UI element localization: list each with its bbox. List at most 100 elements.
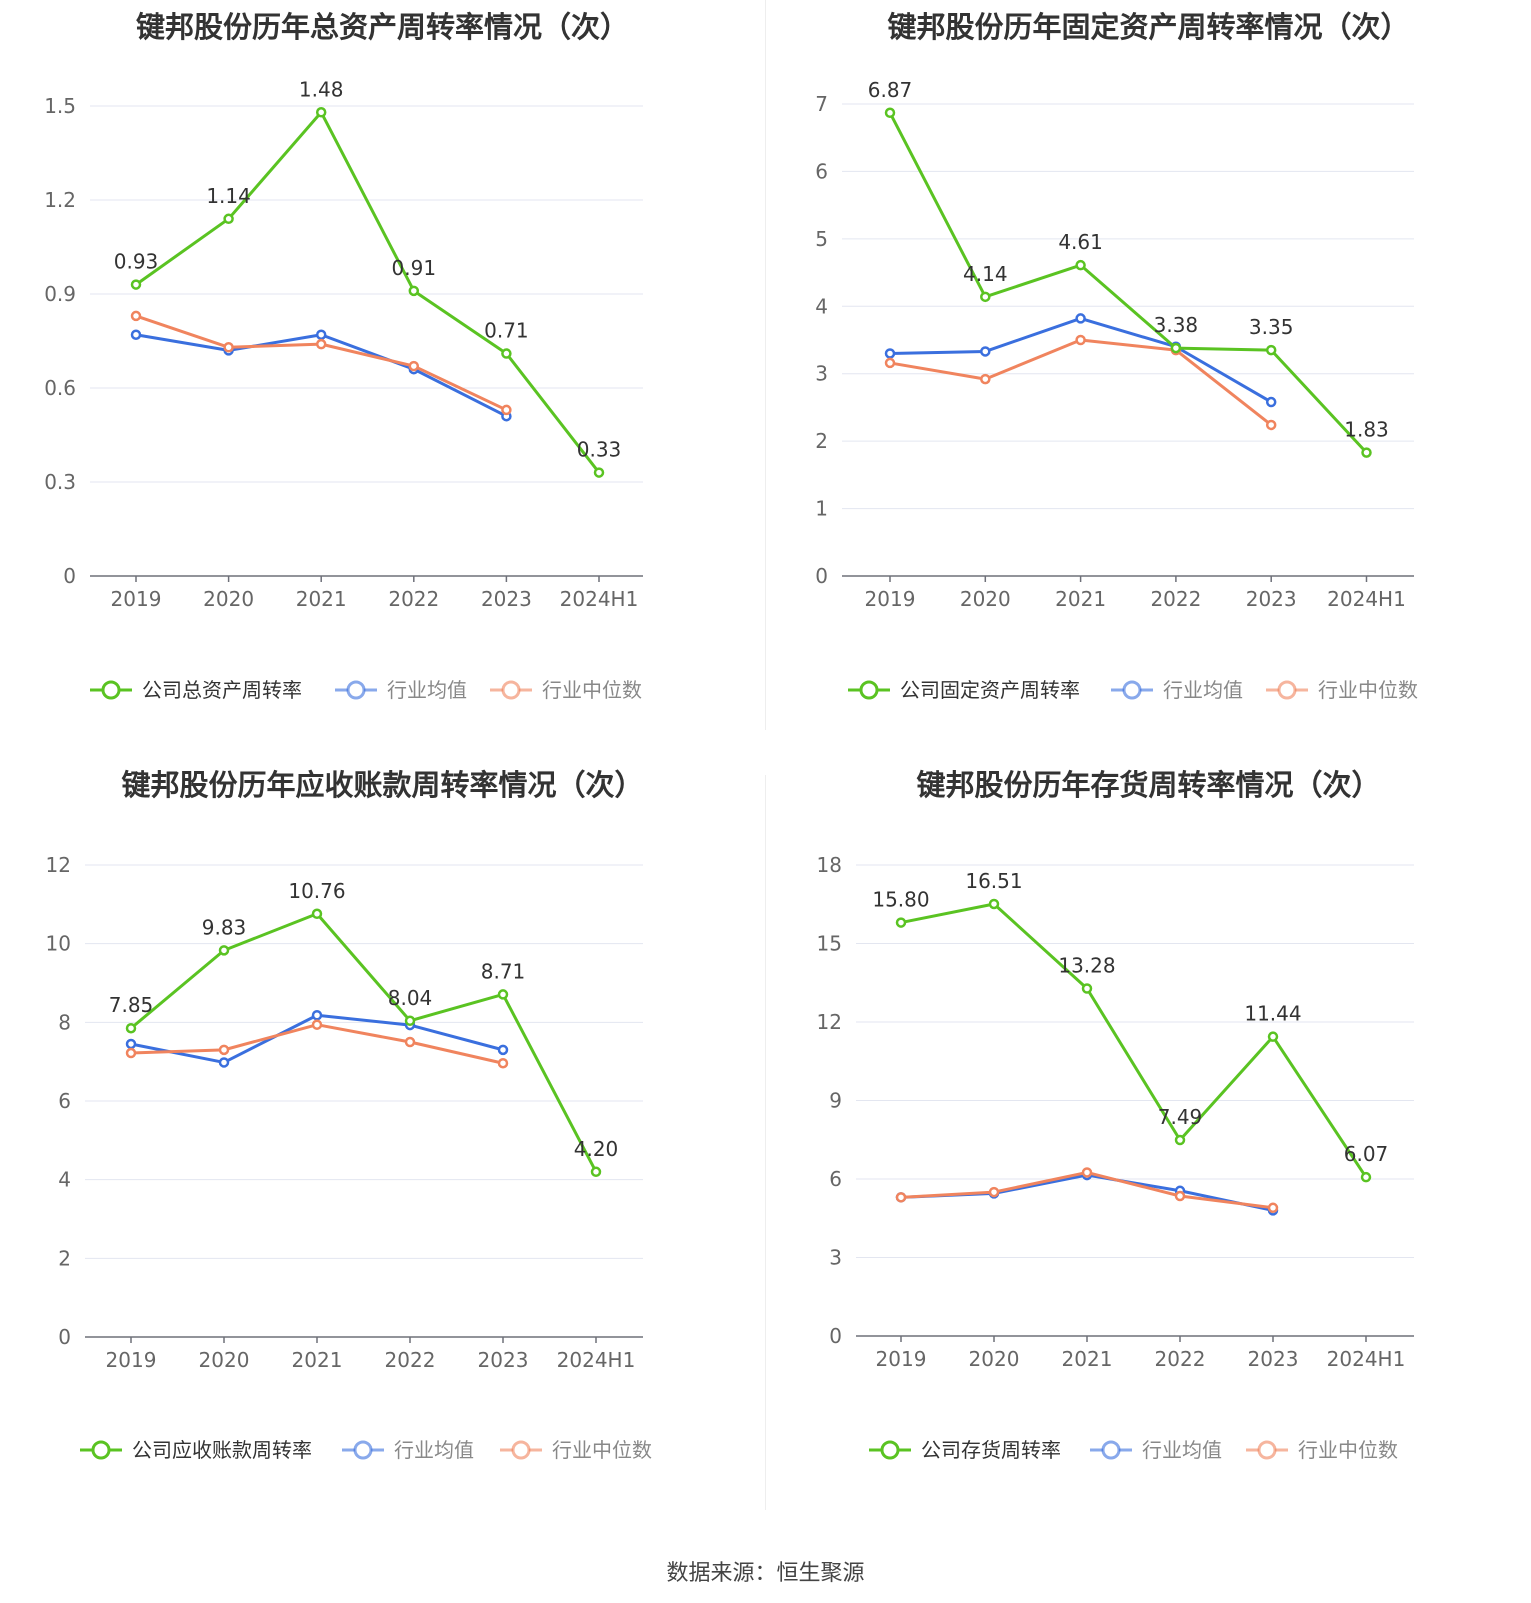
series-line (135, 110, 601, 474)
data-point (218, 945, 230, 956)
series-line (130, 1023, 504, 1065)
data-point (404, 1015, 416, 1027)
chart-panel-inventory-turnover: 键邦股份历年存货周转率情况（次） 0 3 6 9 12 15 18 2019 2020 2021 2… (766, 760, 1531, 1520)
chart-panel-receivables-turnover: 键邦股份历年应收账款周转率情况（次） 0 2 4 6 8 10 12 2019 2020 2021… (0, 760, 765, 1520)
x-tick-label: 2020 (199, 1348, 250, 1372)
x-tick-label: 2023 (478, 1348, 529, 1372)
data-label: 7.85 (109, 993, 154, 1017)
vertical-divider (765, 775, 766, 1510)
y-tick-label: 0 (829, 1324, 842, 1348)
chart-title: 键邦股份历年总资产周转率情况（次） (135, 10, 629, 44)
data-point (315, 329, 327, 340)
data-point (223, 213, 234, 225)
data-point (130, 329, 142, 340)
series-line (888, 112, 1368, 454)
x-tick-label: 2022 (1150, 587, 1201, 611)
data-label: 16.51 (965, 869, 1022, 893)
x-tick-label: 2019 (865, 587, 916, 611)
data-label: 4.61 (1058, 230, 1103, 254)
legend-label: 行业中位数 (542, 678, 642, 702)
data-point (988, 898, 1000, 910)
data-point (1081, 983, 1093, 994)
y-tick-label: 0.3 (44, 470, 76, 494)
data-point (1170, 342, 1182, 354)
data-point (408, 360, 420, 372)
data-point (1267, 1031, 1279, 1042)
data-point (223, 342, 234, 353)
data-point (501, 404, 512, 416)
y-tick-label: 1.2 (44, 188, 76, 212)
x-tick-label: 2024H1 (1327, 587, 1406, 611)
y-tick-label: 0 (63, 564, 76, 588)
data-point (315, 338, 327, 350)
legend-label: 公司总资产周转率 (142, 678, 302, 702)
legend-label: 行业均值 (387, 678, 467, 702)
x-tick-label: 2020 (203, 587, 254, 611)
line-chart: 0 0.3 0.6 0.9 1.2 1.5 2019 2020 2021 2022 2023 2024… (44, 77, 643, 702)
data-point (593, 467, 605, 478)
series-line (130, 912, 598, 1173)
data-label: 0.33 (577, 438, 622, 462)
data-point (125, 1047, 137, 1059)
data-label: 15.80 (872, 888, 929, 912)
data-point (218, 1057, 230, 1068)
data-point (1361, 447, 1372, 458)
legend-marker (346, 680, 366, 700)
x-tick-label: 2024H1 (1327, 1347, 1406, 1371)
data-point (311, 908, 323, 920)
legend-label: 行业中位数 (552, 1438, 652, 1462)
data-point (311, 1010, 323, 1021)
data-point (1360, 1171, 1372, 1183)
data-point (1265, 344, 1277, 356)
x-tick-label: 2021 (1062, 1347, 1113, 1371)
legend-marker (1257, 1440, 1277, 1460)
legend-label: 公司存货周转率 (921, 1438, 1061, 1462)
y-tick-label: 15 (817, 932, 842, 956)
y-tick-label: 12 (817, 1010, 842, 1034)
y-tick-label: 1.5 (44, 94, 76, 118)
data-point (988, 1186, 1000, 1198)
legend-marker (91, 1440, 111, 1460)
x-tick-label: 2019 (106, 1348, 157, 1372)
legend-marker (511, 1440, 531, 1460)
data-point (590, 1166, 602, 1178)
data-label: 1.14 (206, 184, 251, 208)
line-chart: 0 3 6 9 12 15 18 2019 2020 2021 2022 2023 2024H1 15.8… (817, 853, 1414, 1462)
y-tick-label: 5 (815, 227, 828, 251)
data-label: 8.71 (481, 959, 526, 983)
x-tick-label: 2024H1 (560, 587, 639, 611)
x-tick-label: 2023 (481, 587, 532, 611)
data-point (1265, 419, 1277, 431)
x-tick-label: 2022 (1155, 1347, 1206, 1371)
data-point (218, 1044, 230, 1056)
data-label: 1.48 (299, 77, 344, 101)
data-label: 11.44 (1244, 1002, 1301, 1026)
y-tick-label: 6 (58, 1089, 71, 1113)
y-tick-label: 6 (829, 1167, 842, 1191)
data-point (884, 357, 896, 369)
data-point (884, 348, 896, 359)
y-tick-label: 2 (58, 1246, 71, 1270)
y-tick-label: 0.6 (44, 376, 76, 400)
data-label: 0.93 (114, 250, 159, 274)
data-label: 3.38 (1154, 313, 1199, 337)
y-tick-label: 6 (815, 159, 828, 183)
y-tick-label: 0 (58, 1325, 71, 1349)
x-tick-label: 2021 (296, 587, 347, 611)
data-point (408, 285, 420, 297)
data-label: 4.14 (963, 262, 1008, 286)
y-tick-label: 0.9 (44, 282, 76, 306)
data-point (130, 310, 142, 322)
legend-marker (1101, 1440, 1121, 1460)
data-point (1075, 334, 1086, 346)
x-tick-label: 2020 (960, 587, 1011, 611)
y-tick-label: 8 (58, 1010, 71, 1034)
legend-label: 行业均值 (1142, 1438, 1222, 1462)
data-point (895, 917, 907, 928)
y-tick-label: 18 (817, 853, 842, 877)
x-tick-label: 2020 (969, 1347, 1020, 1371)
legend-marker (501, 680, 521, 700)
x-tick-label: 2021 (1055, 587, 1106, 611)
data-point (125, 1038, 137, 1050)
data-point (497, 1057, 509, 1069)
